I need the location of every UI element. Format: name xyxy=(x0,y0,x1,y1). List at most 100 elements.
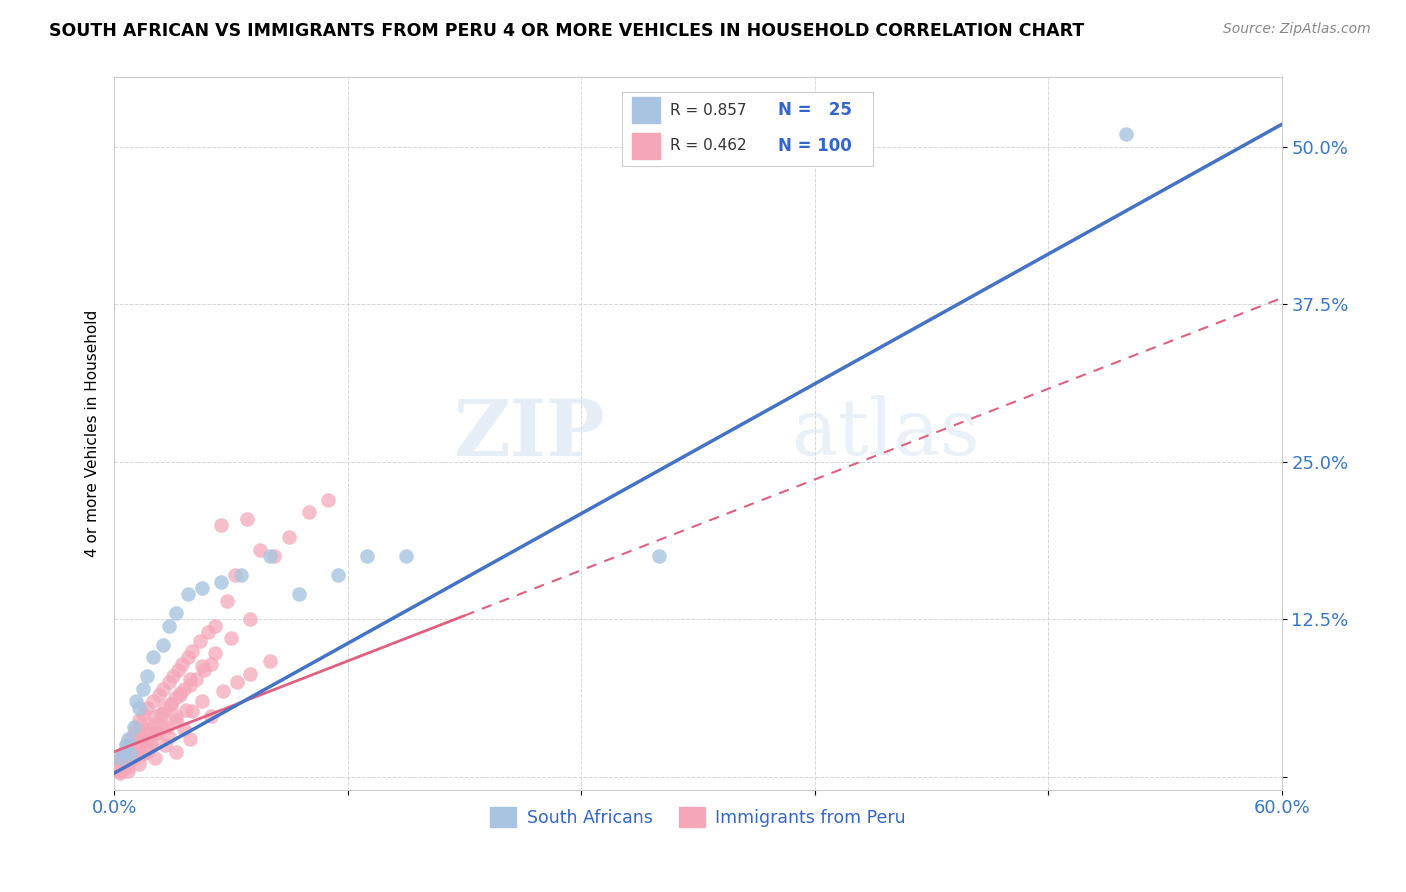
Point xyxy=(159,697,181,711)
Point xyxy=(111,755,134,769)
Point xyxy=(115,755,138,769)
Point xyxy=(395,549,418,564)
Point xyxy=(108,764,131,778)
Point xyxy=(146,726,169,740)
Point xyxy=(152,681,174,696)
Point xyxy=(190,694,212,708)
Point xyxy=(128,713,150,727)
Text: Source: ZipAtlas.com: Source: ZipAtlas.com xyxy=(1223,22,1371,37)
Point xyxy=(132,706,155,721)
Point xyxy=(179,678,201,692)
Point xyxy=(153,739,176,753)
Legend: South Africans, Immigrants from Peru: South Africans, Immigrants from Peru xyxy=(484,800,912,834)
Point xyxy=(152,638,174,652)
Point xyxy=(173,722,195,736)
Point xyxy=(316,492,339,507)
Text: SOUTH AFRICAN VS IMMIGRANTS FROM PERU 4 OR MORE VEHICLES IN HOUSEHOLD CORRELATIO: SOUTH AFRICAN VS IMMIGRANTS FROM PERU 4 … xyxy=(49,22,1084,40)
Point xyxy=(200,657,222,671)
Point xyxy=(136,745,159,759)
Point xyxy=(167,663,190,677)
Point xyxy=(166,713,188,727)
Point xyxy=(132,747,155,762)
Point xyxy=(108,751,131,765)
Text: atlas: atlas xyxy=(792,395,980,471)
Point xyxy=(142,650,165,665)
Point xyxy=(112,757,135,772)
Point xyxy=(149,706,172,721)
Point xyxy=(122,720,145,734)
Point xyxy=(115,739,138,753)
Point xyxy=(122,726,145,740)
Point xyxy=(163,690,186,705)
Point xyxy=(193,663,215,677)
Point xyxy=(239,666,262,681)
Point xyxy=(259,654,281,668)
Point xyxy=(107,757,129,772)
Point xyxy=(179,672,201,686)
Point xyxy=(132,681,155,696)
Point xyxy=(117,760,139,774)
Point xyxy=(184,672,207,686)
Point xyxy=(326,568,349,582)
Point xyxy=(278,531,301,545)
Point xyxy=(229,568,252,582)
Point xyxy=(121,747,143,762)
Point xyxy=(112,760,135,774)
Point xyxy=(356,549,378,564)
Point xyxy=(225,675,247,690)
Point xyxy=(179,732,201,747)
Text: ZIP: ZIP xyxy=(453,395,605,472)
Point xyxy=(190,659,212,673)
Point xyxy=(215,593,238,607)
Point xyxy=(159,697,181,711)
Point xyxy=(112,747,135,762)
Point xyxy=(204,618,226,632)
Point xyxy=(148,688,170,702)
Point xyxy=(141,734,163,748)
Point xyxy=(136,732,159,747)
Point xyxy=(169,685,191,699)
Point xyxy=(152,706,174,721)
Point xyxy=(288,587,311,601)
Point xyxy=(166,745,188,759)
Point xyxy=(200,709,222,723)
Point xyxy=(108,766,131,780)
Point xyxy=(174,703,197,717)
Point xyxy=(112,745,135,759)
Point xyxy=(181,644,204,658)
Point xyxy=(124,745,146,759)
Point xyxy=(143,717,166,731)
Point xyxy=(166,606,188,620)
Point xyxy=(153,700,176,714)
Point xyxy=(1115,127,1137,141)
Point xyxy=(146,726,169,740)
Point xyxy=(138,717,160,731)
Point xyxy=(117,764,139,778)
Point xyxy=(122,751,145,765)
Point xyxy=(128,700,150,714)
Point xyxy=(128,757,150,772)
Point xyxy=(131,726,153,740)
Point xyxy=(136,700,159,714)
Point xyxy=(141,739,163,753)
Point xyxy=(127,734,149,748)
Point xyxy=(118,747,141,762)
Point xyxy=(209,574,232,589)
Point xyxy=(235,511,257,525)
Point xyxy=(108,764,131,778)
Point xyxy=(190,581,212,595)
Point xyxy=(156,720,179,734)
Point xyxy=(124,694,146,708)
Point xyxy=(136,669,159,683)
Point xyxy=(121,751,143,765)
Point xyxy=(177,650,200,665)
Point xyxy=(648,549,671,564)
Point xyxy=(124,720,146,734)
Point xyxy=(197,625,219,640)
Point xyxy=(142,694,165,708)
Point xyxy=(249,543,271,558)
Point xyxy=(162,669,184,683)
Point xyxy=(117,732,139,747)
Point xyxy=(219,632,242,646)
Point xyxy=(259,549,281,564)
